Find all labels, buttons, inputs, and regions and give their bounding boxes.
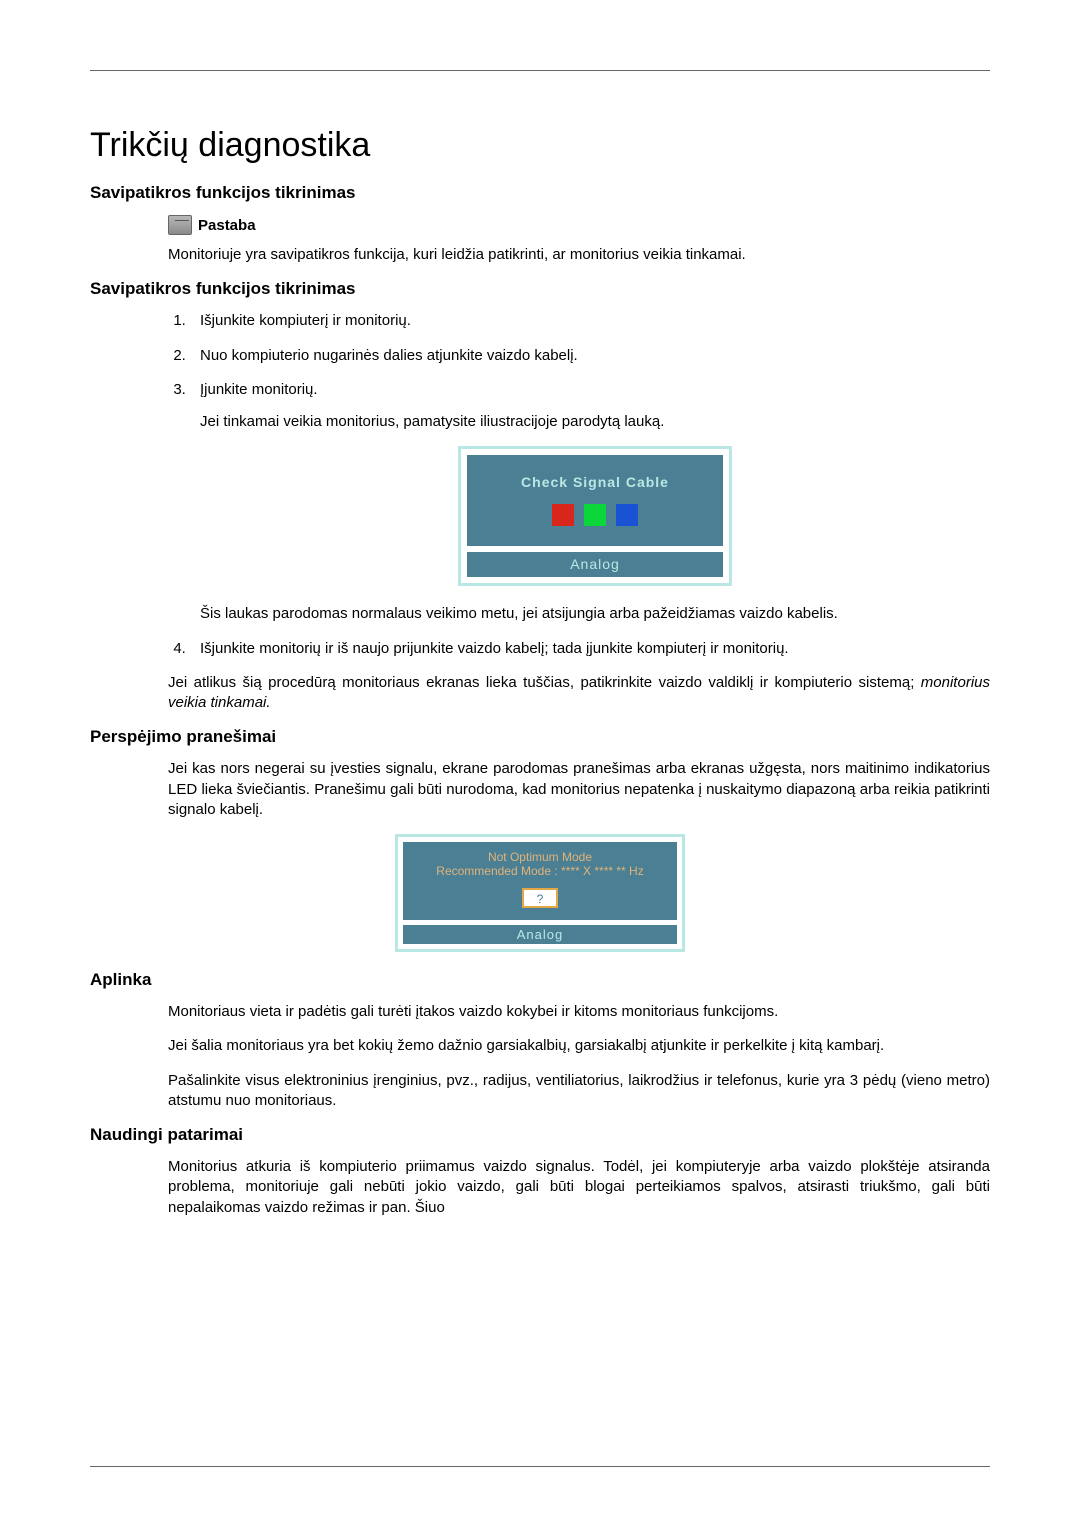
after-fig1-text: Šis laukas parodomas normalaus veikimo m… [200, 604, 990, 624]
step-2: Nuo kompiuterio nugarinės dalies atjunki… [190, 346, 990, 366]
section-heading-tips: Naudingi patarimai [90, 1125, 990, 1145]
figure-signal-cable: Check Signal Cable Analog [200, 446, 990, 586]
dialog2-line1: Not Optimum Mode [411, 850, 669, 864]
monitor-dialog-1: Check Signal Cable Analog [458, 446, 732, 586]
top-horizontal-rule [90, 70, 990, 71]
section-heading-warnings: Perspėjimo pranešimai [90, 727, 990, 747]
monitor-dialog-2: Not Optimum Mode Recommended Mode : ****… [395, 834, 685, 952]
after-step4-a: Jei atlikus šią procedūrą monitoriaus ek… [168, 674, 921, 691]
note-text: Monitoriuje yra savipatikros funkcija, k… [168, 245, 990, 265]
section-heading-selftest-1: Savipatikros funkcijos tikrinimas [90, 183, 990, 203]
environment-block: Monitoriaus vieta ir padėtis gali turėti… [168, 1002, 990, 1111]
tips-p1: Monitorius atkuria iš kompiuterio priima… [168, 1157, 990, 1218]
dialog2-inner: Not Optimum Mode Recommended Mode : ****… [403, 842, 677, 920]
figure-not-optimum: Not Optimum Mode Recommended Mode : ****… [90, 834, 990, 952]
blue-square-icon [616, 504, 638, 526]
env-p2: Jei šalia monitoriaus yra bet kokių žemo… [168, 1036, 990, 1056]
section-heading-environment: Aplinka [90, 970, 990, 990]
step-3-subtext: Jei tinkamai veikia monitorius, pamatysi… [200, 412, 990, 432]
step-4: Išjunkite monitorių ir iš naujo prijunki… [190, 639, 990, 659]
green-square-icon [584, 504, 606, 526]
section-heading-selftest-2: Savipatikros funkcijos tikrinimas [90, 279, 990, 299]
dialog2-line2: Recommended Mode : **** X **** ** Hz [411, 864, 669, 878]
env-p3: Pašalinkite visus elektroninius įrengini… [168, 1071, 990, 1112]
warnings-paragraph: Jei kas nors negerai su įvesties signalu… [168, 759, 990, 820]
selftest-steps: Išjunkite kompiuterį ir monitorių. Nuo k… [190, 311, 990, 659]
dialog2-bottom: Analog [403, 925, 677, 944]
document-page: Trikčių diagnostika Savipatikros funkcij… [0, 0, 1080, 1527]
bottom-horizontal-rule [90, 1466, 990, 1467]
red-square-icon [552, 504, 574, 526]
dialog1-title: Check Signal Cable [477, 473, 713, 492]
after-step4-text: Jei atlikus šią procedūrą monitoriaus ek… [168, 673, 990, 714]
dialog1-color-squares [477, 504, 713, 532]
dialog1-bottom: Analog [467, 552, 723, 577]
page-title: Trikčių diagnostika [90, 126, 990, 165]
tips-block: Monitorius atkuria iš kompiuterio priima… [168, 1157, 990, 1218]
step-3-text: Įjunkite monitorių. [200, 381, 318, 398]
note-icon [168, 215, 192, 235]
dialog1-inner: Check Signal Cable [467, 455, 723, 546]
step-1: Išjunkite kompiuterį ir monitorių. [190, 311, 990, 331]
note-row: Pastaba [168, 215, 990, 235]
note-label: Pastaba [198, 217, 256, 234]
env-p1: Monitoriaus vieta ir padėtis gali turėti… [168, 1002, 990, 1022]
dialog2-question-box: ? [522, 888, 558, 908]
note-block: Pastaba Monitoriuje yra savipatikros fun… [168, 215, 990, 265]
step-3: Įjunkite monitorių. Jei tinkamai veikia … [190, 380, 990, 625]
